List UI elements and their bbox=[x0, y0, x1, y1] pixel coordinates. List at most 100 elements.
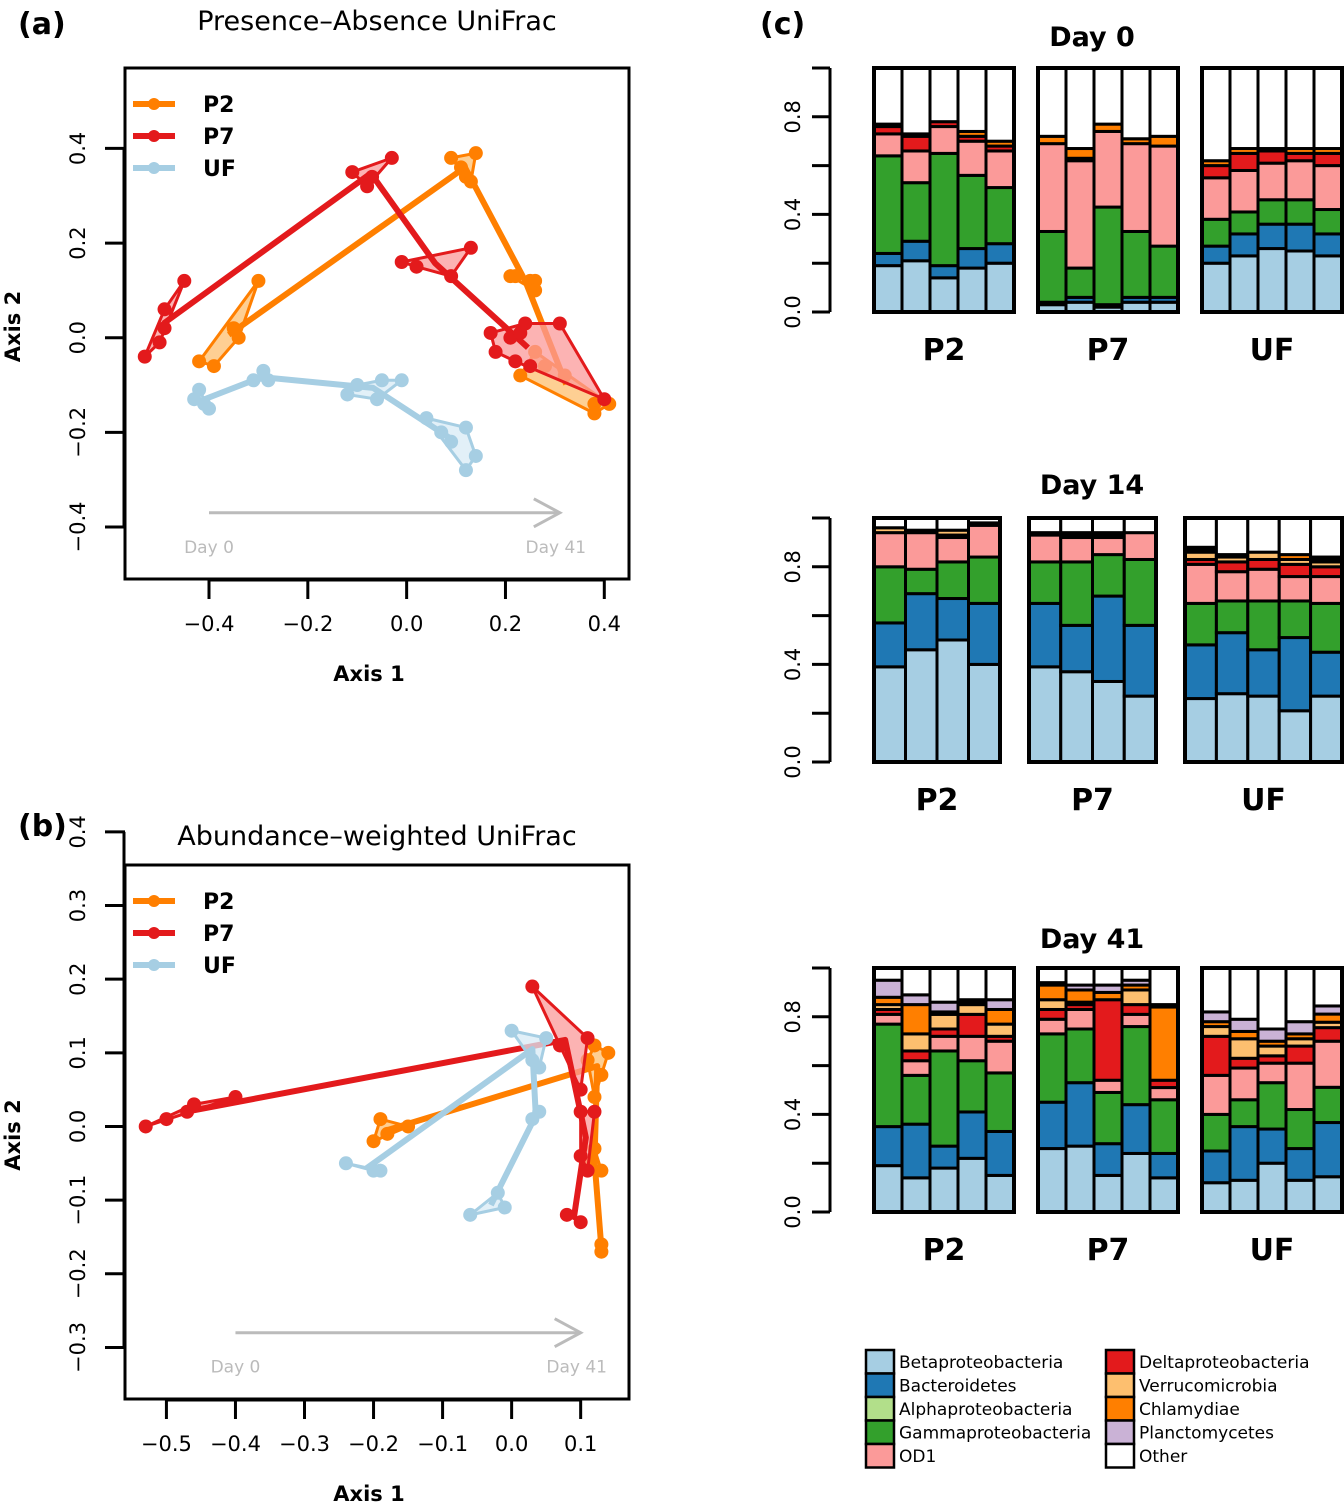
bar-segment-gammaproteobacteria bbox=[872, 565, 907, 625]
y-tick-label: 0.4 bbox=[781, 198, 805, 231]
x-tick-label: 0.0 bbox=[390, 612, 423, 636]
bar-segment-other bbox=[984, 66, 1016, 143]
bar-segment-planctomycetes bbox=[1284, 1020, 1316, 1036]
y-tick-label: 0.4 bbox=[781, 648, 805, 681]
legend-marker-p7 bbox=[148, 130, 160, 142]
legend-label: Betaproteobacteria bbox=[899, 1353, 1063, 1373]
bar-segment-other bbox=[1036, 966, 1068, 985]
bar-segment-od1 bbox=[1228, 1066, 1260, 1102]
group-frame bbox=[1200, 66, 1344, 314]
data-point bbox=[159, 1112, 174, 1127]
stacked-bar bbox=[1200, 966, 1232, 1214]
series-p7 bbox=[137, 150, 612, 407]
bar-segment-bacteroidetes bbox=[904, 592, 939, 652]
bar-segment-betaproteobacteria bbox=[928, 276, 960, 314]
bar-segment-bacteroidetes bbox=[956, 247, 988, 270]
bar-segment-other bbox=[1064, 966, 1096, 987]
data-point bbox=[206, 359, 221, 374]
panel-label-a: (a) bbox=[18, 7, 66, 42]
bar-segment-betaproteobacteria bbox=[872, 1164, 904, 1214]
data-point bbox=[444, 150, 459, 165]
bar-segment-bacteroidetes bbox=[928, 264, 960, 280]
bar-segment-betaproteobacteria bbox=[1064, 1144, 1096, 1214]
data-point bbox=[463, 174, 478, 189]
bar-segment-betaproteobacteria bbox=[1284, 249, 1316, 314]
data-point bbox=[394, 254, 409, 269]
series-p2 bbox=[366, 1038, 616, 1259]
stacked-bar bbox=[1284, 966, 1316, 1214]
bar-segment-betaproteobacteria bbox=[1122, 694, 1158, 764]
bar-segment-od1 bbox=[1277, 575, 1313, 603]
y-tick-label: −0.2 bbox=[66, 407, 90, 458]
bar-segment-od1 bbox=[984, 149, 1016, 190]
bar-segment-od1 bbox=[1148, 1086, 1180, 1102]
bar-segment-other bbox=[1228, 66, 1260, 151]
stacked-bar bbox=[1092, 966, 1124, 1214]
bar-group-p2: P2 bbox=[872, 516, 1002, 818]
bar-segment-gammaproteobacteria bbox=[1309, 601, 1344, 654]
bar-segment-deltaproteobacteria bbox=[1256, 149, 1288, 165]
stacked-bar bbox=[928, 966, 960, 1214]
data-point bbox=[587, 406, 602, 421]
data-point bbox=[228, 1090, 243, 1105]
bar-segment-betaproteobacteria bbox=[967, 662, 1002, 764]
chart-title: Abundance–weighted UniFrac bbox=[177, 821, 576, 852]
data-point bbox=[177, 273, 192, 288]
bar-segment-od1 bbox=[1064, 1007, 1096, 1031]
bar-segment-od1 bbox=[900, 149, 932, 185]
bar-segment-other bbox=[1027, 516, 1063, 535]
bar-segment-gammaproteobacteria bbox=[1284, 198, 1316, 226]
bar-segment-planctomycetes bbox=[872, 978, 904, 999]
y-tick-label: 0.4 bbox=[66, 132, 90, 165]
group-label: P2 bbox=[916, 783, 959, 818]
bar-segment-od1 bbox=[1027, 533, 1063, 564]
bar-segment-bacteroidetes bbox=[900, 239, 932, 263]
bar-segment-gammaproteobacteria bbox=[1059, 560, 1094, 627]
ordination-plot-abundance-weighted: Abundance–weighted UniFrac −0.5 −0.4 −0.3 −0… bbox=[1, 815, 631, 1506]
bar-segment-verrucomicrobia bbox=[1120, 988, 1152, 1007]
stacked-bar bbox=[1284, 66, 1316, 314]
legend-marker-uf bbox=[148, 162, 160, 174]
bar-segment-other bbox=[928, 966, 960, 1004]
bar-segment-od1 bbox=[1284, 1061, 1316, 1112]
data-point bbox=[338, 1156, 353, 1171]
bar-segment-betaproteobacteria bbox=[956, 266, 988, 314]
bar-segment-bacteroidetes bbox=[1312, 232, 1344, 258]
bar-segment-betaproteobacteria bbox=[1228, 1178, 1260, 1214]
bar-group-p7: P7 bbox=[1036, 66, 1180, 368]
y-tick-label: −0.3 bbox=[66, 1322, 90, 1373]
bar-segment-od1 bbox=[935, 536, 970, 564]
data-point bbox=[559, 1207, 574, 1222]
data-point bbox=[539, 1031, 554, 1046]
data-point bbox=[513, 368, 528, 383]
data-point bbox=[587, 1090, 602, 1105]
stacked-bar bbox=[904, 516, 939, 764]
bar-segment-bacteroidetes bbox=[956, 1110, 988, 1160]
bar-segment-od1 bbox=[1246, 567, 1281, 603]
data-point bbox=[573, 1215, 588, 1230]
bar-segment-gammaproteobacteria bbox=[928, 1049, 960, 1148]
stacked-bar bbox=[1059, 516, 1094, 764]
x-axis-label: Axis 1 bbox=[333, 662, 404, 686]
bar-segment-gammaproteobacteria bbox=[1246, 599, 1281, 652]
stacked-bar bbox=[1148, 966, 1180, 1214]
stacked-bar bbox=[1092, 66, 1124, 314]
group-label: UF bbox=[1250, 1233, 1295, 1268]
data-point bbox=[518, 316, 533, 331]
bar-segment-betaproteobacteria bbox=[1284, 1178, 1316, 1214]
y-tick-label: 0.0 bbox=[781, 295, 805, 328]
data-point bbox=[365, 169, 380, 184]
stacked-bar bbox=[1309, 516, 1344, 764]
stacked-bar bbox=[1228, 966, 1260, 1214]
group-label: P7 bbox=[1087, 1233, 1130, 1268]
bar-segment-other bbox=[1228, 966, 1260, 1021]
bar-segment-betaproteobacteria bbox=[928, 1166, 960, 1214]
group-label: UF bbox=[1241, 783, 1286, 818]
y-tick-label: 0.4 bbox=[66, 815, 90, 848]
bar-segment-bacteroidetes bbox=[1092, 1142, 1124, 1177]
data-point bbox=[508, 354, 523, 369]
bar-segment-od1 bbox=[904, 531, 939, 571]
data-point bbox=[490, 1185, 505, 1200]
bar-segment-betaproteobacteria bbox=[984, 261, 1016, 314]
